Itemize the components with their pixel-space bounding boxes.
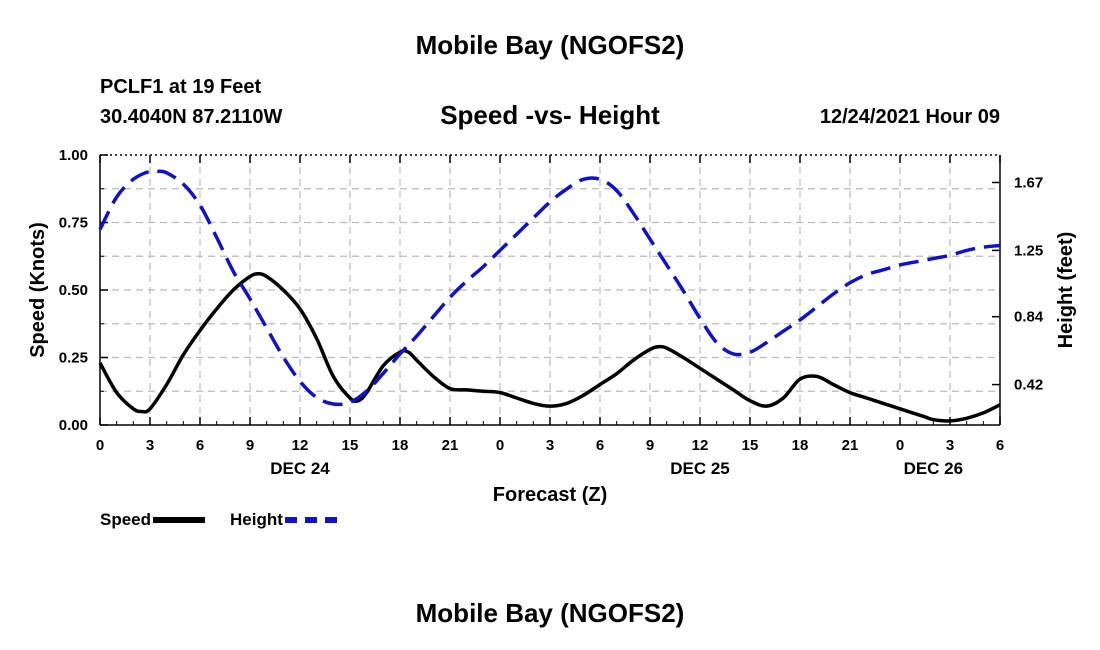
x-tick-label: 21 bbox=[442, 437, 459, 454]
x-tick-label: 21 bbox=[842, 437, 859, 454]
x-tick-label: 15 bbox=[742, 437, 759, 454]
y-left-tick-label: 0.50 bbox=[59, 282, 88, 299]
legend-label-speed: Speed bbox=[100, 510, 152, 529]
legend-item-speed: Speed bbox=[100, 508, 206, 532]
chart-subtitle: Speed -vs- Height bbox=[440, 100, 660, 130]
y-right-tick-label: 1.67 bbox=[1014, 174, 1043, 191]
y-left-axis-label: Speed (Knots) bbox=[27, 222, 49, 358]
x-tick-label: 0 bbox=[496, 437, 504, 454]
chart-title: Mobile Bay (NGOFS2) bbox=[415, 30, 685, 60]
x-tick-label: 9 bbox=[646, 437, 654, 454]
y-right-tick-label: 0.42 bbox=[1014, 377, 1043, 394]
station-coordinates: 30.4040N 87.2110W bbox=[100, 106, 283, 128]
footer-title: Mobile Bay (NGOFS2) bbox=[415, 598, 685, 628]
date-label: DEC 24 bbox=[270, 459, 330, 478]
legend-label-height: Height bbox=[230, 510, 283, 529]
x-tick-label: 6 bbox=[596, 437, 604, 454]
x-tick-label: 18 bbox=[392, 437, 409, 454]
series-line-speed bbox=[98, 272, 1001, 423]
x-tick-label: 12 bbox=[292, 437, 309, 454]
x-tick-label: 3 bbox=[946, 437, 954, 454]
y-left-tick-label: 0.25 bbox=[59, 350, 88, 367]
station-label: PCLF1 at 19 Feet bbox=[100, 76, 262, 98]
x-tick-label: 12 bbox=[692, 437, 709, 454]
y-right-tick-label: 0.84 bbox=[1014, 309, 1044, 326]
x-tick-label: 3 bbox=[146, 437, 154, 454]
date-label: DEC 26 bbox=[904, 459, 964, 478]
x-tick-label: 0 bbox=[96, 437, 104, 454]
x-tick-label: 0 bbox=[896, 437, 904, 454]
y-left-tick-label: 0.00 bbox=[59, 417, 88, 434]
x-axis-label: Forecast (Z) bbox=[493, 484, 607, 506]
series-line-height bbox=[98, 168, 1001, 407]
x-tick-label: 3 bbox=[546, 437, 554, 454]
x-tick-label: 6 bbox=[996, 437, 1004, 454]
y-right-axis-label: Height (feet) bbox=[1055, 232, 1077, 349]
x-tick-label: 15 bbox=[342, 437, 359, 454]
x-tick-label: 9 bbox=[246, 437, 254, 454]
x-tick-label: 6 bbox=[196, 437, 204, 454]
x-tick-label: 18 bbox=[792, 437, 809, 454]
forecast-timestamp: 12/24/2021 Hour 09 bbox=[819, 106, 1000, 128]
date-label: DEC 25 bbox=[670, 459, 730, 478]
y-right-tick-label: 1.25 bbox=[1014, 242, 1043, 259]
y-left-tick-label: 0.75 bbox=[59, 215, 88, 232]
legend-swatch-speed bbox=[153, 517, 206, 523]
legend-swatch-height bbox=[284, 517, 337, 523]
legend-item-height: Height bbox=[230, 508, 337, 532]
y-left-tick-label: 1.00 bbox=[59, 147, 88, 164]
